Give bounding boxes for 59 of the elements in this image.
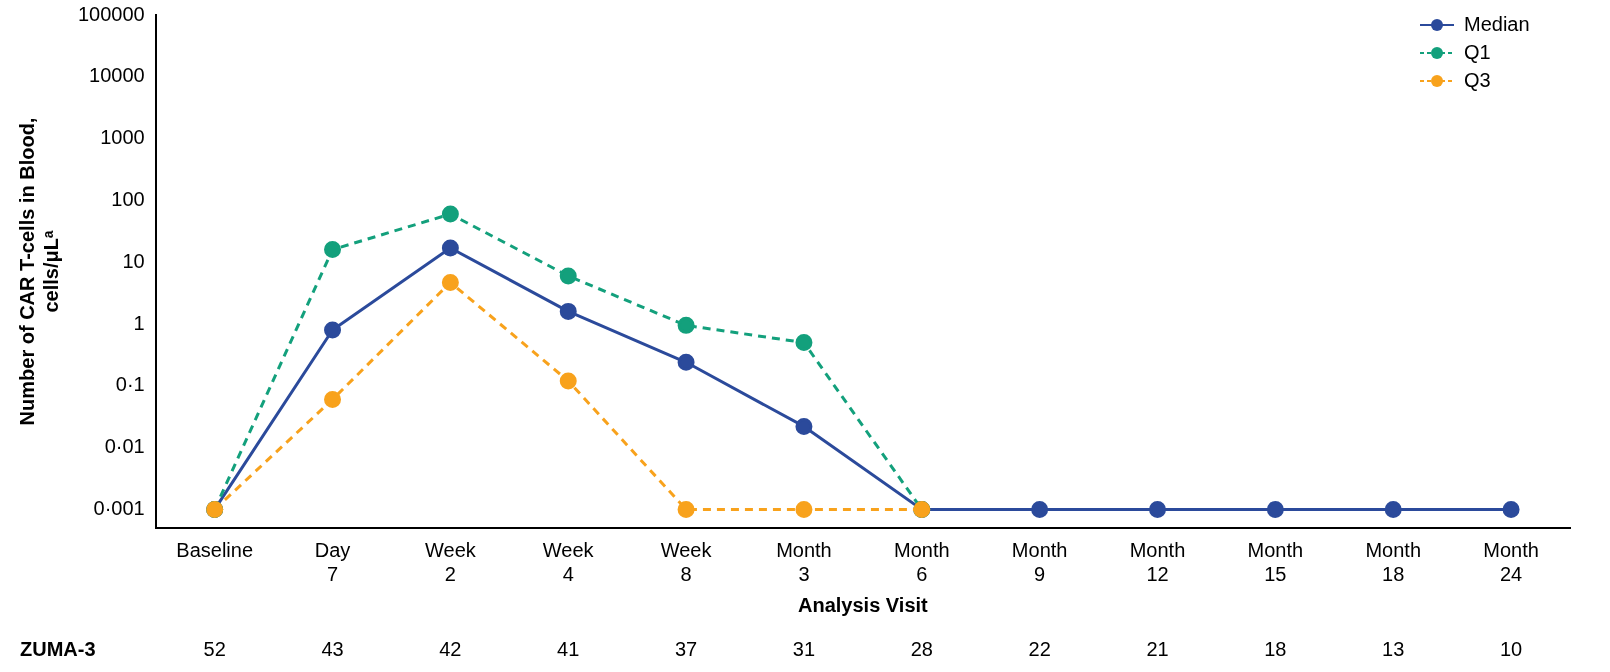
x-tick-label: Month 15 (1247, 538, 1304, 585)
point (324, 391, 342, 409)
x-axis-title: Analysis Visit (798, 593, 929, 616)
point (795, 417, 813, 435)
y-tick-label: 1 (133, 311, 145, 334)
point (677, 316, 695, 334)
point (795, 334, 813, 352)
text: 31 (792, 637, 816, 660)
text: 43 (321, 637, 344, 660)
point (1502, 500, 1520, 518)
point (559, 302, 577, 320)
point (559, 267, 577, 285)
legend-label: Q1 (1464, 40, 1491, 63)
point (677, 500, 695, 518)
x-tick-label: Month 24 (1483, 538, 1539, 585)
y-tick-label: 10 (122, 249, 145, 272)
x-tick-label: Month 12 (1129, 538, 1186, 585)
text: ZUMA-3 (20, 637, 96, 660)
text: 42 (439, 637, 462, 660)
y-axis-title: Number of CAR T-cells in Blood, cells/μLᵃ (15, 117, 62, 426)
y-tick-label: 0·01 (104, 435, 145, 458)
text: 28 (910, 637, 933, 660)
x-tick-label: Week 8 (660, 538, 713, 585)
point (677, 353, 695, 371)
x-tick-label: Month 6 (894, 538, 950, 585)
x-tick-label: Month 18 (1365, 538, 1422, 585)
y-tick-label: 100000 (77, 2, 145, 25)
point (1031, 500, 1049, 518)
x-tick-label: Month 3 (776, 538, 832, 585)
point (1384, 500, 1402, 518)
point (795, 500, 813, 518)
text: 52 (203, 637, 226, 660)
text: 22 (1028, 637, 1051, 660)
legend-label: Median (1464, 12, 1530, 35)
y-tick-label: 100 (111, 187, 145, 210)
point (324, 241, 342, 259)
text: 18 (1264, 637, 1287, 660)
text: 41 (557, 637, 580, 660)
y-tick-label: 0·1 (115, 373, 145, 396)
x-tick-label: Week 2 (424, 538, 477, 585)
x-tick-label: Baseline (176, 538, 254, 561)
point (1149, 500, 1167, 518)
legend-label: Q3 (1464, 68, 1491, 91)
point (441, 239, 459, 257)
x-tick-label: Day 7 (314, 538, 351, 585)
point (559, 372, 577, 390)
point (1266, 500, 1284, 518)
point (441, 205, 459, 223)
point (441, 273, 459, 291)
text: 21 (1146, 637, 1169, 660)
x-tick-label: Month 9 (1011, 538, 1068, 585)
y-tick-label: 0·001 (93, 496, 145, 519)
point (324, 321, 342, 339)
text: 13 (1382, 637, 1405, 660)
text: 10 (1499, 637, 1523, 660)
y-tick-label: 1000 (100, 126, 145, 149)
y-tick-label: 10000 (89, 64, 145, 87)
text: 37 (674, 637, 698, 660)
x-tick-label: Week 4 (542, 538, 595, 585)
